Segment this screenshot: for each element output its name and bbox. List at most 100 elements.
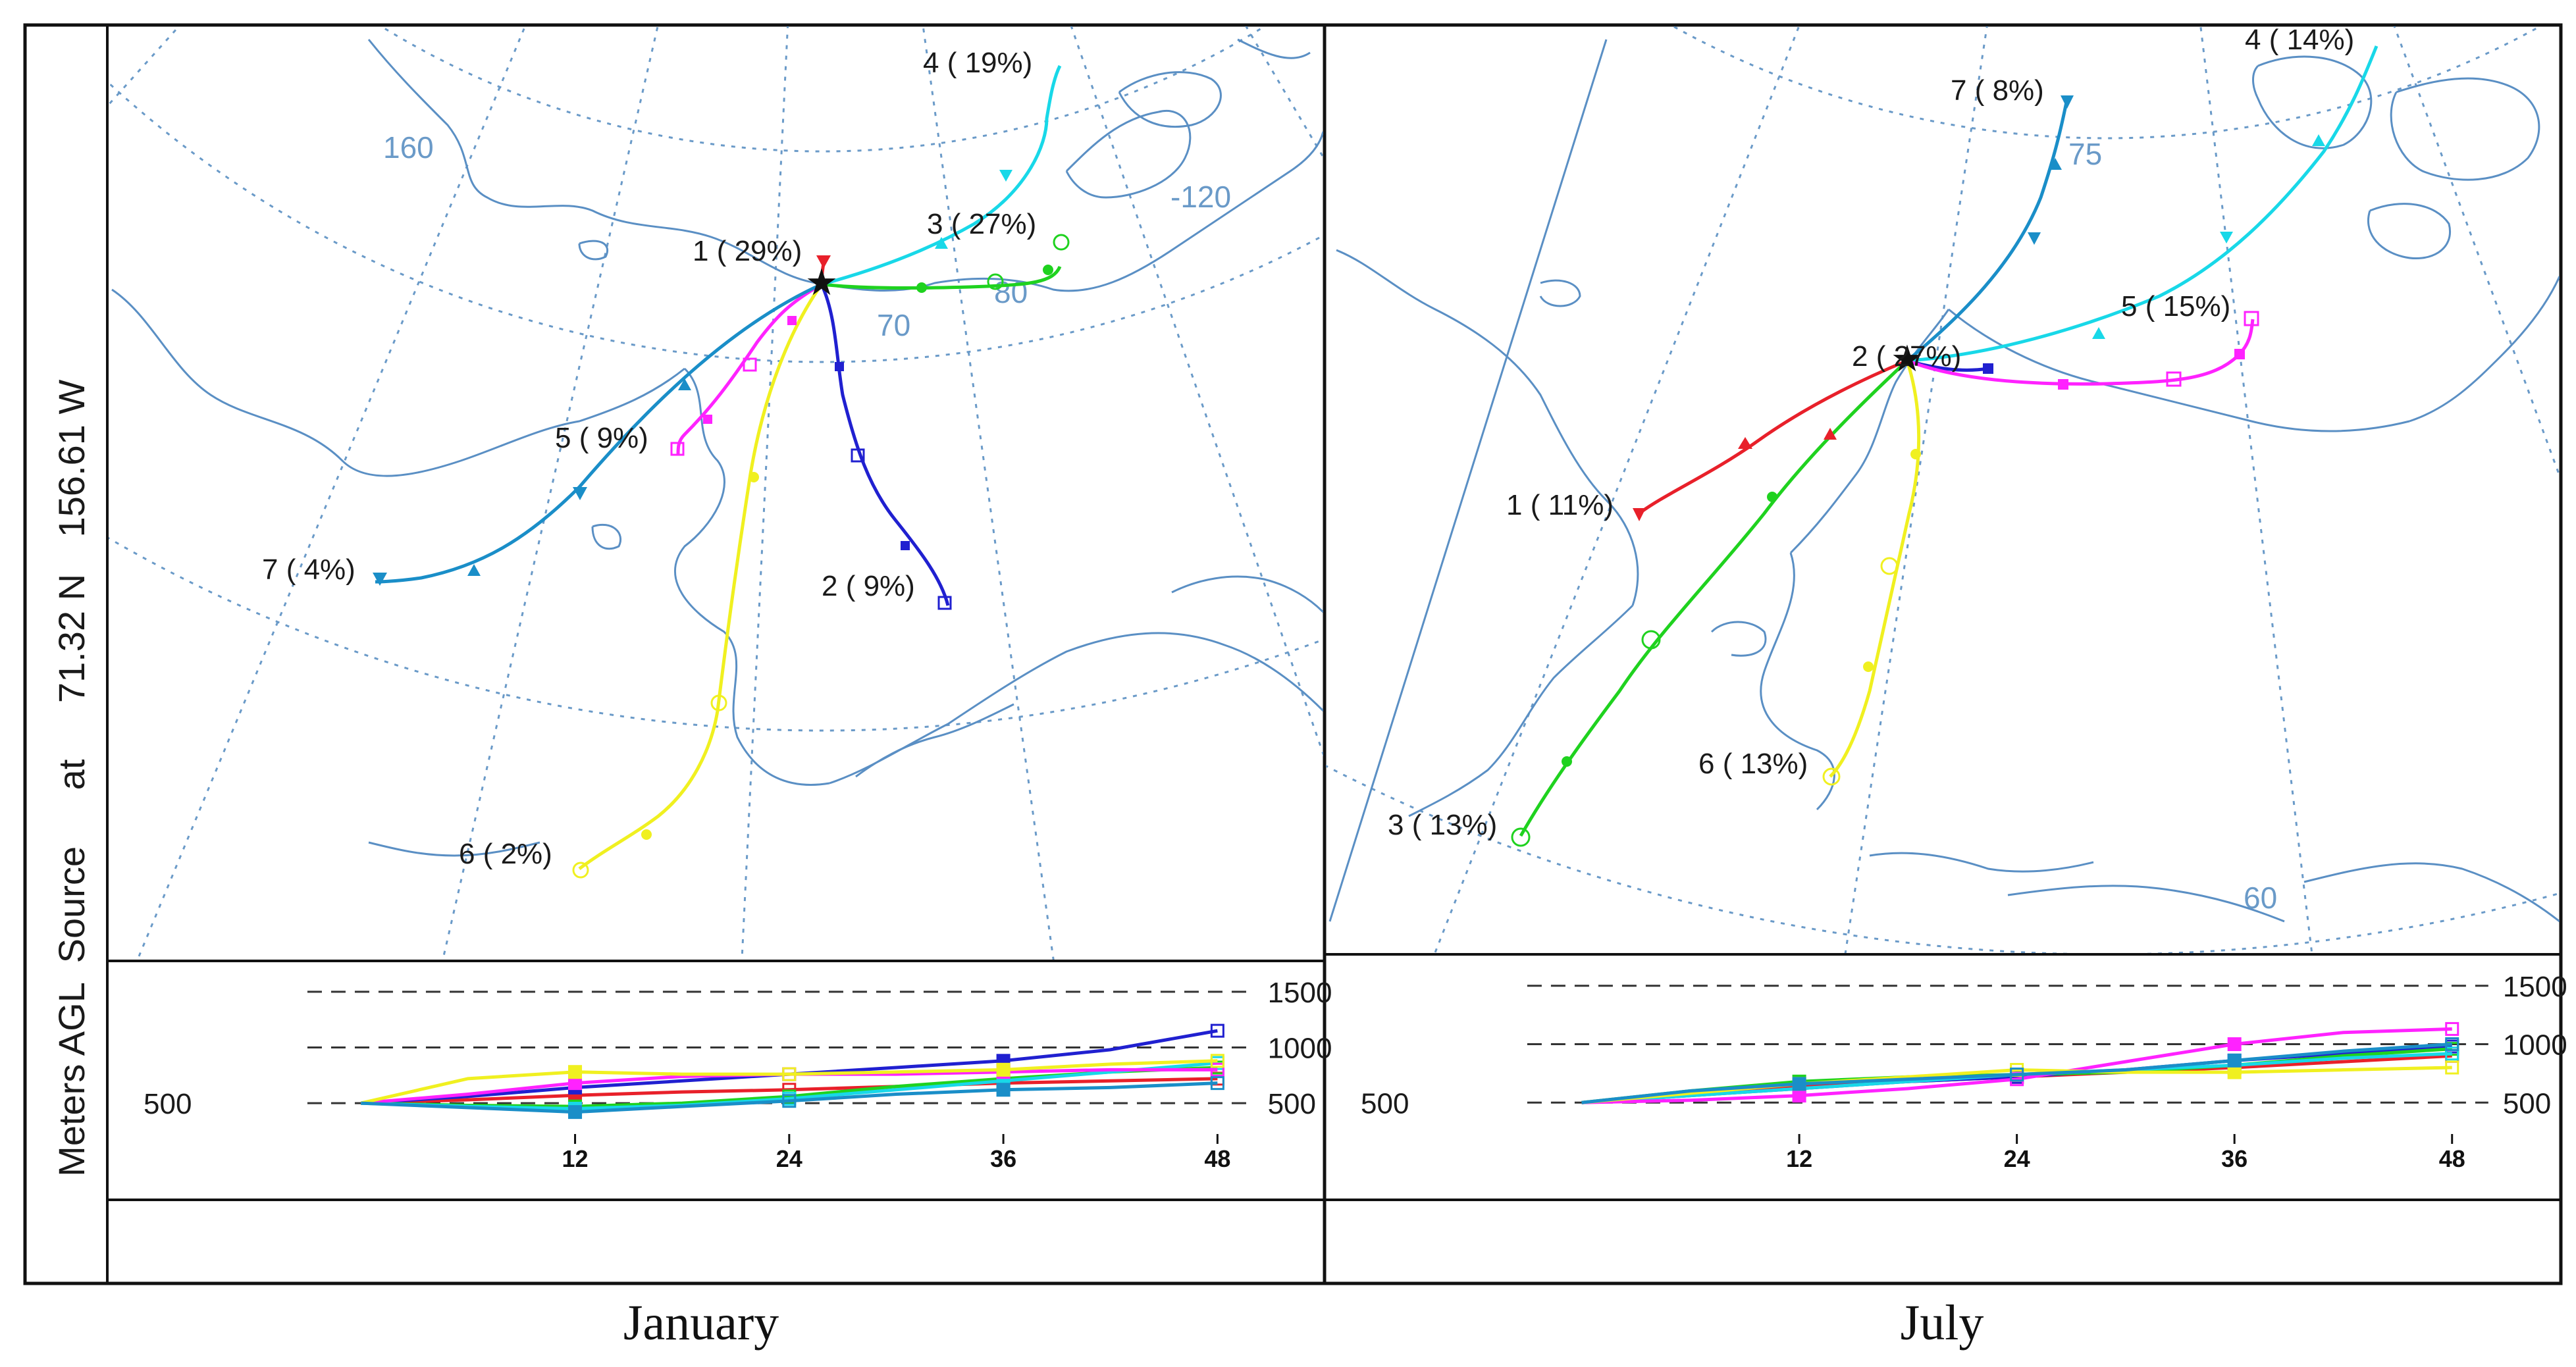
jan-island	[1065, 110, 1192, 199]
jan-marker-3	[916, 282, 927, 293]
jan-cluster-label: 5 ( 9%)	[555, 422, 648, 454]
jan-cluster-label: 3 ( 27%)	[927, 208, 1036, 240]
jan-marker-6	[641, 829, 652, 840]
jul-island	[1710, 621, 1767, 657]
jul-height-point-5	[2227, 1037, 2242, 1051]
jul-meridian	[2199, 26, 2313, 953]
jan-traj-5	[676, 282, 823, 455]
jul-height-series-5	[1581, 1027, 2452, 1104]
jan-height-point-7	[782, 1094, 797, 1108]
jul-marker-6	[1822, 767, 1841, 786]
jul-coast-alaska-west	[1789, 309, 1950, 554]
jan-markers: ★	[373, 170, 1070, 879]
lon-value: 156.61 W	[51, 380, 92, 538]
jan-hour-tick-label: 36	[990, 1145, 1016, 1172]
jul-cluster-label: 5 ( 15%)	[2121, 290, 2230, 322]
jul-island	[2252, 55, 2373, 149]
jul-island	[2390, 77, 2540, 181]
jul-marker-7	[2028, 232, 2041, 245]
jul-markers: ★	[1511, 95, 2325, 847]
jan-marker-1	[816, 255, 831, 269]
jul-height-point-6	[2445, 1060, 2459, 1075]
jul-marker-3	[1562, 756, 1572, 767]
jan-height-point-7	[996, 1083, 1011, 1097]
jul-height-point-4	[2445, 1046, 2459, 1061]
at-word: at	[51, 759, 92, 790]
jan-height-series-7	[361, 1081, 1218, 1114]
jul-height-panel: 500 1000 1500 500 12 24 36 48	[1361, 971, 2567, 1172]
jul-marker-5	[2244, 311, 2259, 326]
jul-height-tick-label: 500	[2503, 1087, 2551, 1120]
jan-height-point-7	[1210, 1076, 1224, 1091]
jan-marker-3	[1053, 234, 1070, 251]
jul-hour-tick-label: 36	[2221, 1145, 2247, 1172]
jan-island	[591, 523, 622, 550]
lat-value: 71.32 N	[51, 574, 92, 703]
jul-marker-4	[2220, 232, 2233, 244]
jul-coast-kamchatka	[1408, 604, 1634, 817]
jan-height-point-6	[568, 1065, 583, 1079]
jan-marker-2	[901, 541, 910, 550]
jan-grid-label: 80	[994, 275, 1028, 309]
jan-hour-tick-label: 48	[1204, 1145, 1230, 1172]
jan-lat-circle	[109, 536, 1323, 731]
jan-grid-label: 160	[383, 130, 434, 165]
jan-source-star: ★	[805, 261, 838, 304]
jul-height-tick-label: 1500	[2503, 971, 2567, 1003]
jul-caption: July	[1901, 1295, 1984, 1351]
jul-grid-label: 75	[2068, 137, 2102, 171]
jul-marker-3	[1767, 492, 1777, 502]
jan-marker-5	[703, 415, 712, 424]
jan-marker-4	[999, 170, 1012, 182]
jan-start-height-label: 500	[144, 1088, 192, 1120]
jan-marker-2	[835, 362, 844, 371]
jan-coast-siberia	[111, 288, 685, 477]
jan-coast-se	[1171, 575, 1323, 613]
jan-marker-6	[710, 694, 727, 711]
jan-marker-4	[935, 237, 948, 249]
jan-hour-tick-label: 12	[562, 1145, 589, 1172]
jan-cluster-label: 4 ( 19%)	[923, 47, 1032, 79]
jan-marker-6	[572, 862, 589, 879]
jul-traj-4	[1906, 45, 2379, 363]
jul-source-star: ★	[1891, 338, 1924, 380]
jan-island	[1118, 71, 1222, 128]
jan-marker-6	[749, 472, 759, 482]
jan-marker-3	[987, 273, 1004, 290]
jan-marker-2	[937, 596, 952, 610]
jan-lat-circle	[109, 81, 1323, 363]
jan-aleutians	[368, 841, 540, 857]
jul-marker-5	[2166, 371, 2182, 387]
jul-marker-2	[1983, 363, 1993, 374]
jan-traj-3	[821, 265, 1062, 290]
jul-height-point-5	[2445, 1021, 2459, 1036]
jan-height-panel: 500 1000 1500 500 12 24 36 48	[144, 977, 1332, 1172]
jul-marker-6	[1863, 661, 1874, 672]
jan-traj-4	[821, 64, 1062, 286]
jul-dateline	[1328, 39, 1608, 922]
height-axis-label: Meters AGL	[51, 982, 92, 1177]
jan-cluster-label: 7 ( 4%)	[262, 554, 355, 586]
jan-graticule	[109, 26, 1323, 960]
source-location-label: Source at 71.32 N 156.61 W	[51, 380, 92, 964]
jan-island	[1237, 38, 1311, 59]
jul-marker-7	[2049, 158, 2062, 170]
jul-height-point-7	[2227, 1053, 2242, 1068]
jul-height-point-7	[2010, 1068, 2024, 1082]
jan-traj-6	[578, 283, 824, 871]
jul-meridian	[1434, 26, 1801, 953]
jan-grid-label: -120	[1170, 180, 1231, 214]
jan-cluster-label: 6 ( 2%)	[459, 838, 552, 870]
jul-height-point-5	[1792, 1089, 1806, 1103]
jul-cluster-label: 2 ( 27%)	[1852, 340, 1961, 373]
jan-coast-alaska-west	[674, 367, 830, 786]
jan-height-tick-label: 500	[1268, 1088, 1316, 1120]
jan-height-point-5	[1210, 1062, 1224, 1077]
jul-coast-siberia	[1336, 249, 1639, 606]
jul-marker-1	[1738, 437, 1752, 449]
jan-height-series-6	[360, 1059, 1218, 1105]
jan-height-series-4	[361, 1061, 1218, 1111]
jul-height-series-7	[1581, 1043, 2452, 1104]
jul-marker-3	[1511, 827, 1531, 847]
